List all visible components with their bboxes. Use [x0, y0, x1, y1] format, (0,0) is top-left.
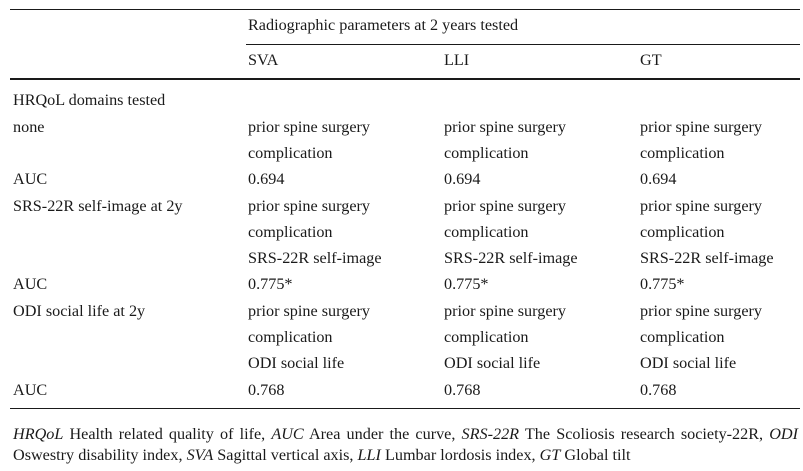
- footnote-text: Oswestry disability index,: [13, 446, 187, 464]
- table-cell: SRS-22R self-image: [444, 249, 578, 267]
- table-cell: 0.775*: [444, 275, 489, 293]
- table-bottom-rule: [10, 408, 800, 409]
- table-cell: prior spine surgery: [640, 118, 762, 136]
- table-cell: 0.775*: [248, 275, 293, 293]
- table-cell: complication: [248, 144, 333, 162]
- column-header-gt: GT: [640, 51, 662, 69]
- footnote-text: The Scoliosis research society-22R,: [519, 425, 770, 443]
- table-cell: prior spine surgery: [248, 302, 370, 320]
- column-header-lli: LLI: [444, 51, 470, 69]
- row-label: AUC: [13, 275, 48, 293]
- footnote-abbr: SVA: [186, 446, 214, 464]
- footnote-abbr: SRS-22R: [461, 425, 520, 443]
- table-cell: 0.694: [248, 170, 285, 188]
- table-cell: prior spine surgery: [444, 197, 566, 215]
- footnote-text: Lumbar lordosis index,: [380, 446, 540, 464]
- footnote-text: Sagittal vertical axis,: [213, 446, 358, 464]
- table-cell: complication: [444, 223, 529, 241]
- table-cell: 0.694: [640, 170, 677, 188]
- table-cell: complication: [640, 223, 725, 241]
- table-cell: complication: [444, 328, 529, 346]
- table-cell: SRS-22R self-image: [248, 249, 382, 267]
- row-label: AUC: [13, 381, 48, 399]
- table-cell: 0.775*: [640, 275, 685, 293]
- row-label: AUC: [13, 170, 48, 188]
- group-header: Radiographic parameters at 2 years teste…: [248, 16, 519, 34]
- table-cell: prior spine surgery: [444, 118, 566, 136]
- table-cell: prior spine surgery: [444, 302, 566, 320]
- footnote-abbr: ODI: [769, 425, 798, 443]
- table-cell: prior spine surgery: [248, 118, 370, 136]
- section-label: HRQoL domains tested: [13, 91, 166, 109]
- table-top-rule: [10, 9, 800, 10]
- table-cell: 0.768: [248, 381, 285, 399]
- footnote-abbr: LLI: [357, 446, 381, 464]
- group-header-rule: [246, 44, 800, 45]
- table-cell: ODI social life: [640, 354, 737, 372]
- table-cell: prior spine surgery: [640, 302, 762, 320]
- footnote-abbr: GT: [539, 446, 561, 464]
- table-cell: 0.694: [444, 170, 481, 188]
- table-cell: SRS-22R self-image: [640, 249, 774, 267]
- row-label: none: [13, 118, 45, 136]
- footnote-abbr: HRQoL: [13, 425, 64, 443]
- header-bottom-rule: [10, 78, 800, 80]
- table-cell: complication: [444, 144, 529, 162]
- row-label: SRS-22R self-image at 2y: [13, 197, 183, 215]
- column-header-sva: SVA: [248, 51, 279, 69]
- table-cell: complication: [248, 223, 333, 241]
- table-cell: complication: [248, 328, 333, 346]
- footnote-text: Global tilt: [560, 446, 631, 464]
- table-cell: prior spine surgery: [640, 197, 762, 215]
- table-cell: 0.768: [444, 381, 481, 399]
- table-cell: ODI social life: [248, 354, 345, 372]
- table-cell: ODI social life: [444, 354, 541, 372]
- table-cell: 0.768: [640, 381, 677, 399]
- table-cell: prior spine surgery: [248, 197, 370, 215]
- row-label: ODI social life at 2y: [13, 302, 146, 320]
- table-cell: complication: [640, 328, 725, 346]
- table-footnote: HRQoL Health related quality of life, AU…: [13, 424, 798, 466]
- table-cell: complication: [640, 144, 725, 162]
- footnote-abbr: AUC: [271, 425, 304, 443]
- footnote-text: Area under the curve,: [303, 425, 462, 443]
- footnote-text: Health related quality of life,: [63, 425, 272, 443]
